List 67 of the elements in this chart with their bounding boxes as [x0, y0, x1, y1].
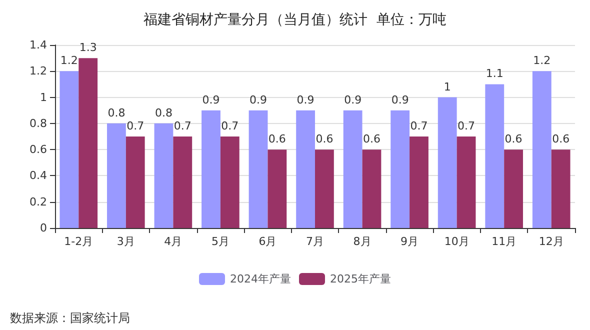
bar [248, 110, 268, 228]
bar [173, 136, 192, 228]
bar [126, 136, 145, 228]
y-tick-label: 1 [40, 90, 47, 104]
data-label: 1.2 [533, 54, 551, 68]
y-tick-label: 1.2 [30, 64, 47, 78]
x-tick-label: 9月 [400, 235, 419, 248]
bar [390, 110, 410, 228]
source-note: 数据来源：国家统计局 [10, 311, 130, 325]
x-tick-label: 11月 [492, 235, 517, 248]
chart-title: 福建省铜材产量分月（当月值）统计 单位：万吨 [144, 12, 446, 28]
data-label: 1 [444, 80, 451, 94]
bar [343, 110, 362, 228]
data-label: 0.7 [174, 120, 192, 132]
y-tick-label: 0.4 [30, 169, 47, 182]
x-tick-label: 8月 [353, 235, 372, 248]
x-tick-label: 6月 [258, 235, 277, 248]
bar [438, 97, 457, 228]
data-label: 1.3 [79, 41, 97, 54]
bar [532, 71, 552, 228]
y-tick-label: 0.6 [30, 143, 47, 156]
y-tick-label: 0.8 [30, 116, 47, 130]
bar [410, 136, 428, 228]
data-label: 1.1 [486, 67, 504, 80]
bar [268, 150, 287, 228]
legend-label: 2025年产量 [330, 272, 391, 286]
y-tick-label: 0.2 [30, 195, 47, 208]
data-label: 1.2 [60, 54, 78, 68]
bar [456, 136, 476, 228]
x-tick-label: 3月 [116, 235, 135, 248]
bar [296, 110, 315, 228]
x-tick-label: 10月 [444, 235, 470, 248]
data-label: 0.6 [362, 132, 380, 146]
bar [504, 150, 523, 228]
y-tick-label: 0 [40, 222, 47, 234]
data-label: 0.7 [126, 120, 144, 132]
data-label: 0.8 [154, 106, 172, 120]
y-tick-label: 1.4 [30, 38, 47, 52]
bar [362, 150, 382, 228]
data-label: 0.9 [296, 93, 314, 106]
bar [315, 150, 334, 228]
x-tick-label: 4月 [164, 235, 182, 248]
legend-label: 2024年产量 [230, 272, 292, 286]
data-label: 0.6 [504, 132, 522, 146]
data-label: 0.9 [391, 93, 409, 106]
data-label: 0.6 [268, 132, 286, 146]
bar [485, 84, 504, 228]
bar [60, 71, 79, 228]
data-label: 0.7 [458, 120, 476, 132]
data-label: 0.9 [202, 93, 220, 106]
data-label: 0.8 [108, 106, 126, 120]
data-label: 0.9 [250, 93, 268, 106]
bar [107, 123, 126, 228]
data-label: 0.6 [552, 132, 570, 146]
x-tick-label: 5月 [211, 235, 230, 248]
data-label: 0.9 [344, 93, 362, 106]
data-label: 0.7 [221, 120, 239, 132]
bar [154, 123, 174, 228]
x-tick-label: 12月 [538, 235, 564, 248]
x-tick-label: 7月 [306, 235, 324, 248]
bar [202, 110, 220, 228]
bar [220, 136, 240, 228]
x-tick-label: 1-2月 [64, 235, 94, 248]
bar [551, 150, 570, 228]
data-label: 0.7 [410, 120, 428, 132]
data-label: 0.6 [316, 132, 334, 146]
bar [78, 58, 98, 228]
